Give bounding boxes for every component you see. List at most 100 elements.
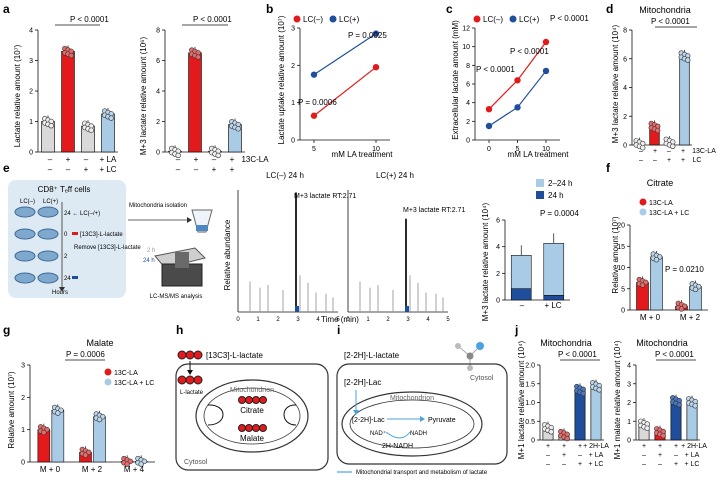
chrom2-xtick-label: 3 [406,317,410,323]
a2-r1c3: – [212,155,217,164]
remove-label: Remove [13C3]-L-lactate [74,245,141,251]
chrom1-xtick-label: 4 [316,317,320,323]
chrom1-xtick-label: 5 [336,317,340,323]
j2-ytick-label: 4 [627,363,631,370]
d-bar [679,55,690,146]
j2-ytick-label: 1 [627,419,631,426]
d-ytick-label: 6 [623,56,627,63]
b-ytick-label: 1 [291,100,295,107]
legend-2h: 2 h [147,248,155,254]
f-title: Citrate [647,178,674,188]
e-bar-2-24h [510,255,532,289]
e-xt2: + LC [544,301,561,310]
j1-r2c2: + [562,452,566,459]
legend-24h: 24 h [143,258,155,264]
ms-instrument-icon [154,247,206,287]
i-lac: [2-2H]-Lac [344,378,381,387]
c-pval3: P < 0.0001 [550,14,589,23]
a2-plot: 0 2 4 6 8 [156,28,245,159]
step0-label: [13C3]-L-lactate [80,232,123,238]
f-ytick-label: 10 [617,265,625,272]
e-bar-2-24h [543,243,565,296]
e-legend1: 2–24 h [548,179,572,188]
d-lbl2: LC [693,157,702,164]
g-ytick-label: 1 [21,427,25,434]
j1-ytick-label: 1.5 [525,381,535,388]
i-cytosol: Cytosol [470,375,494,382]
j1-r2c3: – [578,452,582,459]
g-ytick-label: 3 [21,363,25,370]
a2-point [215,152,221,159]
chrom1-xtick-label: 3 [296,317,300,323]
f-point [678,306,685,312]
g-point [82,452,89,458]
chrom-ylabel: Relative abundance [223,219,232,290]
c-series-point [542,67,550,75]
c-series-point [514,104,521,111]
f-bar [650,256,663,311]
b-ytick-label: 3 [291,26,295,33]
panel-label-f: f [606,161,611,175]
e-ytick-label: 6 [496,218,500,225]
h-mito-inner [203,387,301,445]
f-legend1: 13C-LA [649,200,673,207]
a1-r2c1: – [48,165,53,174]
j1-r1c2: + [562,443,566,450]
step24-label: 24 ← LC(–/+) [64,211,100,217]
e-ytick-label: 2 [496,271,500,278]
a1-r2c4: + LC [99,165,116,174]
f-ytick-label: 20 [617,223,625,230]
g-ylabel: Relative amount (10⁷) [7,371,16,448]
step2-num: 2 [64,254,68,260]
j2-r3c4: + LC [685,461,700,468]
e-bar-24h [543,295,565,301]
c-series-point [514,77,521,84]
b-series-point [310,71,318,78]
chrom2-xtick-label: 5 [446,317,450,323]
e-ytick-label: 4 [496,244,500,251]
a2-r2c4: + [230,165,235,174]
h-cell [175,363,329,471]
f-plot: 0 5 10 15 20 [617,223,708,315]
panel-h: [13C3]-L-lactate L-lactate Mitochondrion… [175,350,329,471]
c-xtick-label: 0 [487,146,491,153]
g-plot: 0 1 2 3 [21,363,155,467]
g-legend2: 13C-LA + LC [114,380,154,387]
panel-g: Malate P = 0.0006 13C-LA 13C-LA + LC Rel… [7,338,155,474]
a2-r1c4: + [230,155,235,164]
c-ylabel: Extracellular lactate amount (mM) [451,20,460,140]
d-point [669,143,676,150]
hours-label: Hours [52,290,68,296]
j1-r1c4: + 2H-LA [583,443,609,450]
j2-ylabel: M+1 malate relative amount (10⁴) [613,340,622,459]
f-point [653,256,660,263]
d-xtable: – + – + 13C-LA – – + + LC [639,148,716,164]
j2-r1c1: + [642,443,646,450]
step24-num: 24 [64,276,71,282]
d-ytick-label: 4 [623,85,627,92]
c-series-point [485,122,493,130]
j-xtable: + + + + 2H-LA – + – + LA – – + + LC + + … [546,443,707,468]
g-x2: M + 2 [82,465,103,474]
e-ytick-label: 0 [496,298,500,305]
c-xtick-label: 5 [516,146,520,153]
f-pval: P = 0.0210 [665,265,704,274]
c-xlabel: mM LA treatment [508,150,570,159]
i-mito-outer [341,391,483,457]
step0-num: 0 [64,232,68,238]
j1-plot: 0 0.5 1.0 1.5 2.0 [525,363,604,445]
panel-label-b: b [266,2,273,16]
c-ytick-label: 2 [466,119,470,126]
g-point [124,461,130,467]
b-ylabel: Lactate uptake relative amount (10⁷) [277,15,286,144]
b-xlabel: mM LA treatment [332,150,394,159]
panel-i: [2-2H]-L-lactate Cytosol [2-2H]-Lac Mito… [336,342,508,476]
g-bar [51,409,65,463]
panel-j: Mitochondria Mitochondria M+1 lactate re… [517,338,707,468]
f-ytick-label: 5 [621,286,625,293]
c-ytick-label: 8 [466,63,470,70]
svg-text:+: + [667,157,671,164]
g-x1: M + 0 [40,465,61,474]
mito-iso-label: Mitochondria isolation [129,203,187,209]
h-llactate: L-lactate [180,390,204,396]
